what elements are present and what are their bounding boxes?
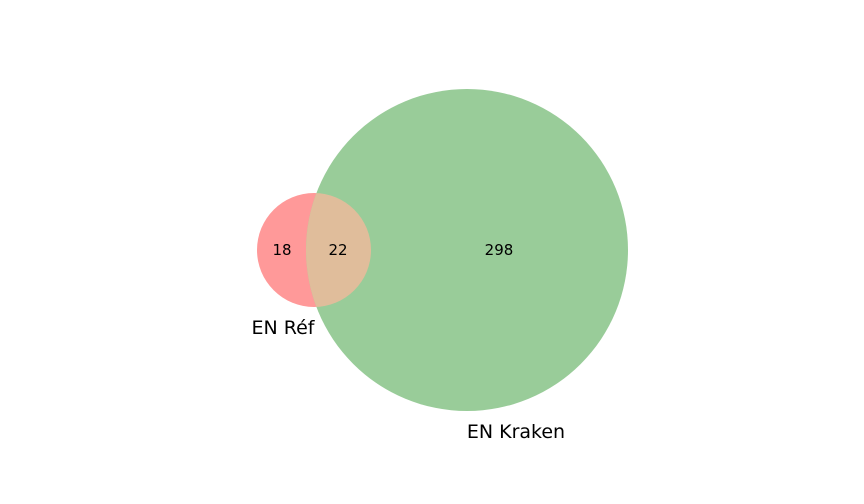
set-label-en-kraken: EN Kraken [467, 421, 565, 443]
count-only-ref: 18 [272, 241, 291, 259]
set-circle-en-kraken [306, 89, 628, 411]
set-label-en-ref: EN Réf [252, 317, 316, 339]
count-only-kraken: 298 [485, 241, 514, 259]
count-both: 22 [328, 241, 347, 259]
